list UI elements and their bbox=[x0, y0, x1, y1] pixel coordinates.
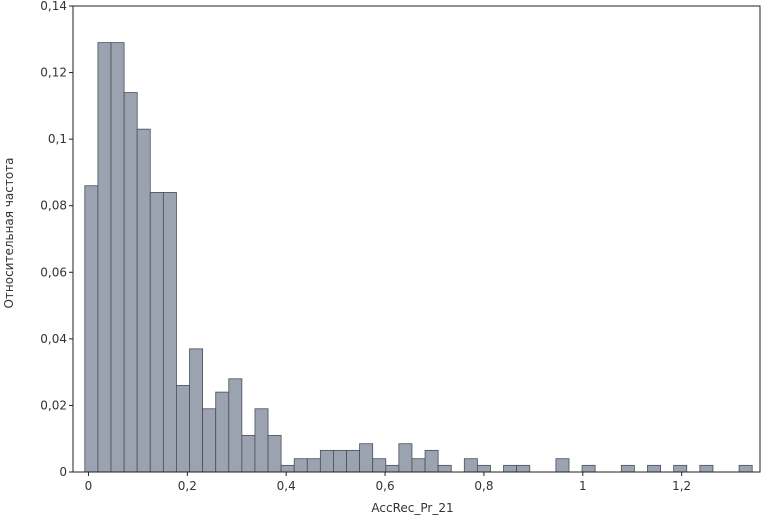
y-tick-label: 0,02 bbox=[40, 398, 67, 412]
histogram-bar bbox=[398, 443, 413, 473]
x-tick-label: 0,2 bbox=[178, 479, 197, 493]
histogram-bar bbox=[215, 391, 230, 473]
y-tick-label: 0,1 bbox=[48, 132, 67, 146]
histogram-bar bbox=[97, 42, 112, 473]
x-tick-label: 1,2 bbox=[672, 479, 691, 493]
histogram-bar bbox=[699, 464, 714, 473]
histogram-bar bbox=[503, 464, 518, 473]
y-tick-label: 0,12 bbox=[40, 66, 67, 80]
histogram-bar bbox=[176, 385, 190, 473]
histogram-bar bbox=[359, 443, 374, 473]
y-axis-title: Относительная частота bbox=[2, 157, 16, 308]
histogram-bar bbox=[463, 458, 478, 473]
x-tick-label: 0,6 bbox=[376, 479, 395, 493]
x-axis: 0 0,2 0,4 0,6 0,8 1 1,2 bbox=[85, 472, 691, 493]
histogram-bar bbox=[149, 191, 164, 473]
histogram-bar bbox=[437, 464, 452, 473]
histogram-bar bbox=[673, 464, 688, 473]
histogram-bar bbox=[241, 434, 256, 473]
y-tick-label: 0,08 bbox=[40, 199, 67, 213]
histogram-bar bbox=[372, 458, 387, 473]
y-axis: 0 0,02 0,04 0,06 0,08 0,1 0,12 0,14 bbox=[40, 0, 73, 479]
x-axis-title: AccRec_Pr_21 bbox=[371, 501, 453, 515]
histogram-bar bbox=[136, 128, 151, 473]
histogram-bar bbox=[202, 408, 217, 473]
histogram-bar bbox=[267, 434, 282, 473]
histogram-bar bbox=[162, 191, 177, 473]
plot-frame bbox=[72, 5, 761, 473]
histogram-bar bbox=[333, 449, 347, 473]
y-tick-label: 0,06 bbox=[40, 265, 67, 279]
histogram-bar bbox=[319, 449, 334, 473]
histogram-bar bbox=[647, 464, 661, 473]
histogram-bar bbox=[424, 449, 439, 473]
x-tick-label: 0,4 bbox=[277, 479, 296, 493]
bars-group bbox=[84, 42, 753, 473]
x-tick-label: 0,8 bbox=[474, 479, 493, 493]
y-tick-label: 0 bbox=[59, 465, 67, 479]
histogram-bar bbox=[123, 92, 138, 473]
histogram-bar bbox=[293, 458, 308, 473]
y-tick-label: 0,14 bbox=[40, 0, 67, 13]
y-tick-label: 0,04 bbox=[40, 332, 67, 346]
histogram-bar bbox=[620, 464, 635, 473]
histogram-bar bbox=[228, 378, 243, 473]
histogram-bar bbox=[581, 464, 596, 473]
histogram-bar bbox=[346, 449, 361, 473]
histogram-bar bbox=[476, 464, 491, 473]
histogram-bar bbox=[738, 464, 753, 473]
histogram-bar bbox=[555, 458, 570, 473]
histogram-bar bbox=[385, 464, 400, 473]
histogram-bar bbox=[411, 458, 426, 473]
histogram-bar bbox=[306, 458, 321, 473]
histogram-bar bbox=[280, 464, 295, 473]
histogram-bar bbox=[516, 464, 531, 473]
x-tick-label: 0 bbox=[85, 479, 93, 493]
histogram-bar bbox=[189, 348, 204, 473]
x-tick-label: 1 bbox=[579, 479, 587, 493]
histogram-bar bbox=[254, 408, 269, 473]
histogram-bar bbox=[84, 185, 99, 473]
histogram-bar bbox=[110, 42, 125, 473]
